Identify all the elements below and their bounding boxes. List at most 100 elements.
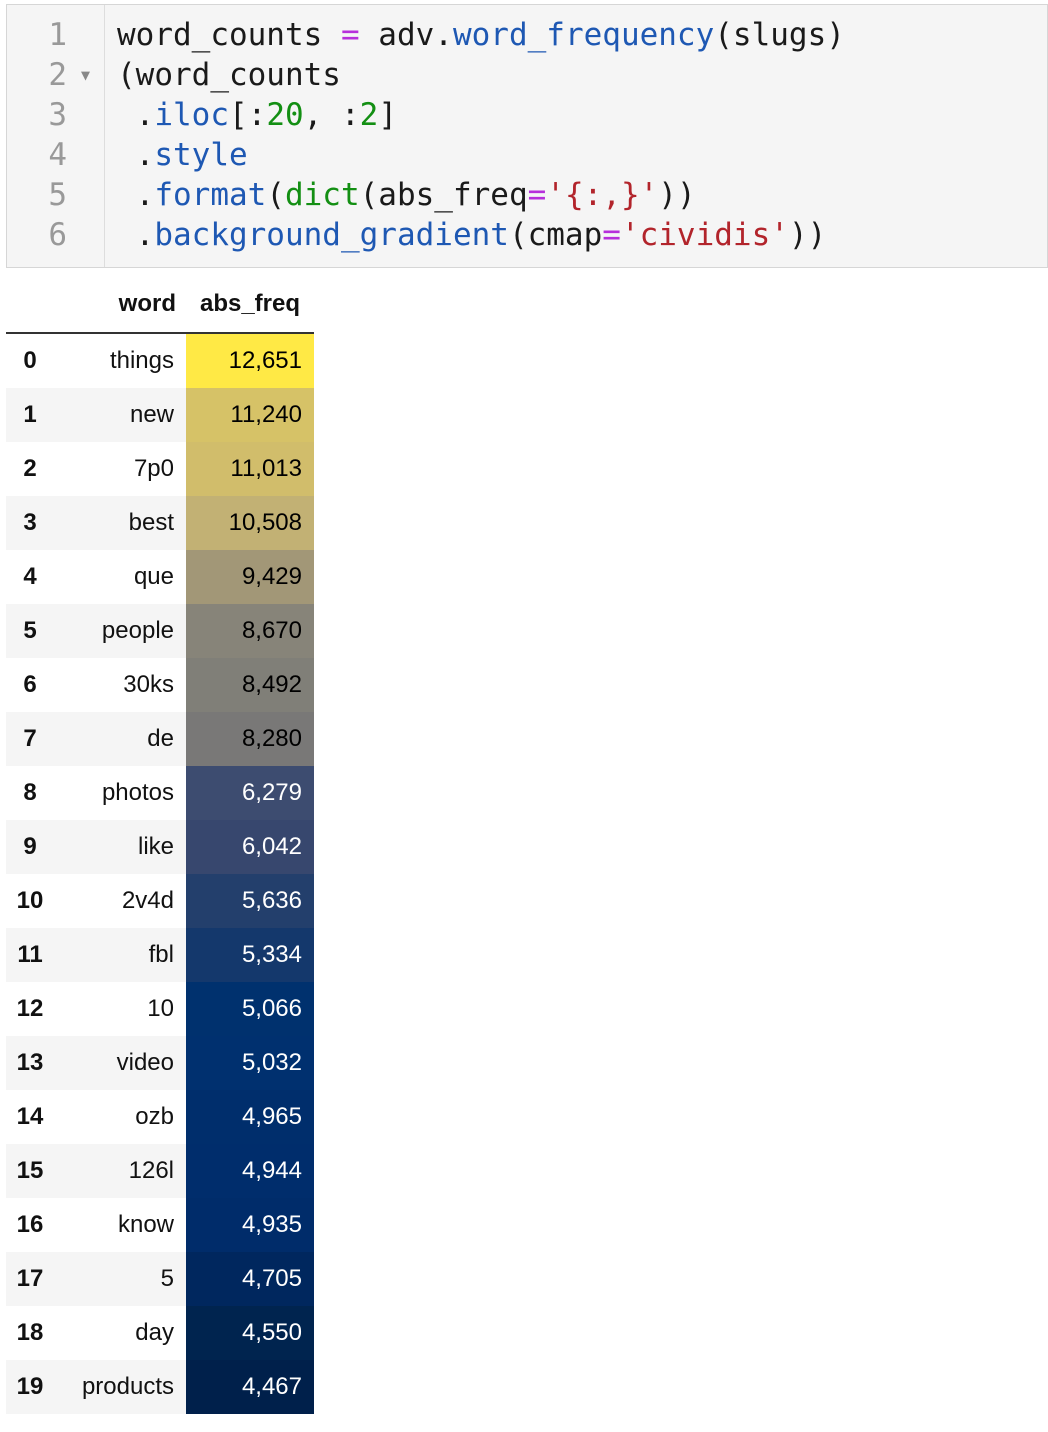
line-number: 6	[48, 217, 67, 253]
table-row: 18 day 4,550	[6, 1306, 314, 1360]
cell-abs-freq: 12,651	[186, 334, 314, 388]
code-line: 3 .iloc[:20, :2]	[7, 95, 1047, 135]
line-number: 5	[48, 177, 67, 213]
row-index: 18	[16, 1319, 44, 1346]
row-index: 12	[16, 995, 44, 1022]
row-index: 16	[16, 1211, 44, 1238]
table-header: word abs_freq	[6, 280, 314, 334]
row-index: 9	[23, 833, 37, 860]
line-number: 2	[48, 57, 67, 93]
row-index: 11	[17, 941, 43, 968]
cell-abs-freq: 6,042	[186, 820, 314, 874]
code-text: .background_gradient(cmap='cividis'))	[117, 217, 827, 253]
table-row: 13 video 5,032	[6, 1036, 314, 1090]
table-row: 5 people 8,670	[6, 604, 314, 658]
code-text: .style	[117, 137, 248, 173]
table-row: 1 new 11,240	[6, 388, 314, 442]
table-row: 7 de 8,280	[6, 712, 314, 766]
row-index: 3	[23, 509, 37, 536]
cell-word: video	[116, 1049, 174, 1076]
row-index: 17	[16, 1265, 44, 1292]
row-index: 14	[16, 1103, 44, 1130]
table-row: 16 know 4,935	[6, 1198, 314, 1252]
table-row: 2 7p0 11,013	[6, 442, 314, 496]
line-number-gutter	[7, 5, 105, 267]
table-row: 0 things 12,651	[6, 334, 314, 388]
cell-word: 30ks	[123, 671, 174, 698]
code-text: .iloc[:20, :2]	[117, 97, 397, 133]
cell-abs-freq: 4,965	[186, 1090, 314, 1144]
cell-word: 7p0	[133, 455, 174, 482]
cell-word: like	[137, 833, 174, 860]
code-line: 4 .style	[7, 135, 1047, 175]
cell-word: know	[117, 1211, 174, 1238]
cell-abs-freq: 4,705	[186, 1252, 314, 1306]
cell-abs-freq: 6,279	[186, 766, 314, 820]
row-index: 10	[16, 887, 44, 914]
cell-word: people	[101, 617, 174, 644]
cell-word: things	[109, 347, 174, 374]
row-index: 8	[23, 779, 37, 806]
cell-word: best	[128, 509, 174, 536]
cell-word: 5	[160, 1265, 174, 1292]
row-index: 13	[16, 1049, 44, 1076]
cell-word: 2v4d	[121, 887, 174, 914]
table-row: 17 5 4,705	[6, 1252, 314, 1306]
row-index: 7	[23, 725, 37, 752]
cell-word: ozb	[135, 1103, 174, 1130]
cell-abs-freq: 11,240	[186, 388, 314, 442]
code-line: 6 .background_gradient(cmap='cividis'))	[7, 215, 1047, 255]
cell-abs-freq: 8,492	[186, 658, 314, 712]
row-index: 2	[23, 455, 37, 482]
cell-word: que	[133, 563, 174, 590]
cell-word: 126l	[128, 1157, 174, 1184]
line-number: 3	[48, 97, 67, 133]
code-text: word_counts = adv.word_frequency(slugs)	[117, 17, 845, 53]
line-number: 1	[48, 17, 67, 53]
cell-abs-freq: 10,508	[186, 496, 314, 550]
column-header-word: word	[118, 290, 176, 317]
row-index: 19	[16, 1373, 44, 1400]
cell-abs-freq: 5,066	[186, 982, 314, 1036]
cell-word: day	[135, 1319, 174, 1346]
cell-abs-freq: 4,944	[186, 1144, 314, 1198]
table-row: 14 ozb 4,965	[6, 1090, 314, 1144]
cell-word: de	[147, 725, 174, 752]
table-row: 10 2v4d 5,636	[6, 874, 314, 928]
code-line: 2 ▼ (word_counts	[7, 55, 1047, 95]
row-index: 5	[23, 617, 37, 644]
code-text: (word_counts	[117, 57, 341, 93]
column-header-abs-freq: abs_freq	[199, 290, 301, 317]
table-row: 11 fbl 5,334	[6, 928, 314, 982]
code-cell[interactable]: 1 word_counts = adv.word_frequency(slugs)…	[6, 4, 1048, 268]
cell-abs-freq: 4,467	[186, 1360, 314, 1414]
cell-abs-freq: 4,550	[186, 1306, 314, 1360]
code-line: 1 word_counts = adv.word_frequency(slugs)	[7, 15, 1047, 55]
table-row: 6 30ks 8,492	[6, 658, 314, 712]
line-number: 4	[48, 137, 67, 173]
cell-abs-freq: 5,032	[186, 1036, 314, 1090]
table-row: 12 10 5,066	[6, 982, 314, 1036]
cell-abs-freq: 8,670	[186, 604, 314, 658]
cell-word: new	[129, 401, 174, 428]
table-row: 9 like 6,042	[6, 820, 314, 874]
code-line: 5 .format(dict(abs_freq='{:,}'))	[7, 175, 1047, 215]
row-index: 15	[16, 1157, 44, 1184]
cell-abs-freq: 4,935	[186, 1198, 314, 1252]
cell-abs-freq: 8,280	[186, 712, 314, 766]
table-row: 19 products 4,467	[6, 1360, 314, 1414]
table-row: 8 photos 6,279	[6, 766, 314, 820]
cell-abs-freq: 5,334	[186, 928, 314, 982]
row-index: 4	[23, 563, 37, 590]
row-index: 0	[23, 347, 37, 374]
cell-abs-freq: 5,636	[186, 874, 314, 928]
code-text: .format(dict(abs_freq='{:,}'))	[117, 177, 696, 213]
table-row: 15 126l 4,944	[6, 1144, 314, 1198]
cell-word: 10	[147, 995, 174, 1022]
table-row: 3 best 10,508	[6, 496, 314, 550]
row-index: 1	[23, 401, 37, 428]
row-index: 6	[23, 671, 37, 698]
cell-abs-freq: 9,429	[186, 550, 314, 604]
fold-toggle-icon[interactable]: ▼	[81, 66, 91, 84]
table-row: 4 que 9,429	[6, 550, 314, 604]
